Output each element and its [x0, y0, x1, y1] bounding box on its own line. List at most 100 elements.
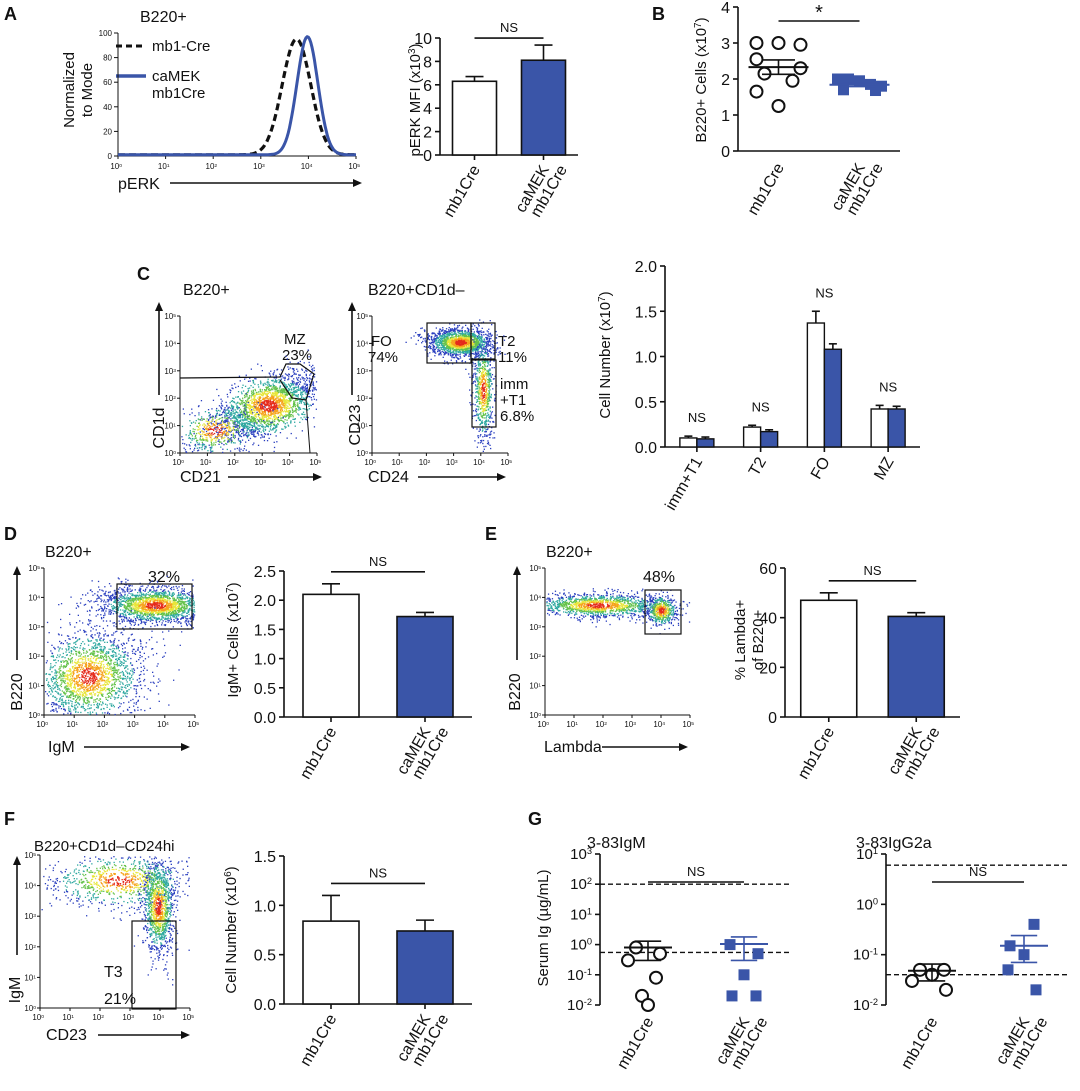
c1-main-event [250, 385, 251, 386]
e2-bar-1 [888, 616, 944, 717]
c1-main-event [315, 389, 316, 390]
c1-tail-event [209, 429, 210, 430]
c1-tail-event [226, 414, 227, 415]
c2-fo-event [474, 337, 475, 338]
c2-imm-event [484, 431, 485, 432]
c2-imm-event [474, 440, 475, 441]
c1-main-event [258, 391, 259, 392]
c2-fo-event [443, 352, 444, 353]
c1-tail-event [231, 413, 232, 414]
c1-main-event [250, 380, 251, 381]
c1-main-event [216, 408, 217, 409]
c1-main-event [253, 382, 254, 383]
e2-y-tick-label-2: 40 [759, 611, 777, 628]
c1-main-event [257, 431, 258, 432]
c1-tail-event [240, 421, 241, 422]
c1-main-event [299, 408, 300, 409]
c1-main-event [300, 361, 301, 362]
c1-main-event [239, 376, 240, 377]
c1-main-event [292, 408, 293, 409]
c1-main-event [295, 400, 296, 401]
c2-imm-event [475, 355, 476, 356]
c1-tail-event [233, 429, 234, 430]
c3-y-tick-label-3: 1.5 [635, 304, 657, 321]
c1-tail-event [243, 411, 244, 412]
f1-gate-name: T3 [104, 964, 123, 981]
c2-imm-event [491, 346, 492, 347]
c1-main-event [298, 382, 299, 383]
c2-gate-t2-pct: 11% [498, 349, 527, 366]
c1-main-event [224, 412, 225, 413]
c2-imm-event [469, 377, 470, 378]
g2-y-tick-label-3: 101 [856, 846, 878, 863]
c2-fo-event [448, 338, 449, 339]
c1-main-event [285, 378, 286, 379]
c1-main-event [269, 431, 270, 432]
c1-tail-event [207, 440, 208, 441]
c1-main-event [257, 398, 258, 399]
c1-main-event [242, 385, 243, 386]
c1-tail-event [238, 414, 239, 415]
g2-y-tick-label-3-exp: 1 [873, 846, 878, 856]
c2-imm-event [476, 411, 477, 412]
c1-main-event [279, 415, 280, 416]
c1-main-event [293, 374, 294, 375]
c1-main-event [308, 356, 309, 357]
c2-imm-event [489, 437, 490, 438]
c1-main-event [304, 389, 305, 390]
c2-fo-event [457, 325, 458, 326]
d2-y-tick-label-1: 0.5 [254, 681, 276, 698]
c1-main-event [226, 420, 227, 421]
c1-tail-event [233, 421, 234, 422]
c2-fo-event [467, 332, 468, 333]
c2-fo-event [504, 354, 505, 355]
c2-imm-event [490, 411, 491, 412]
c2-imm-event [482, 355, 483, 356]
c1-tail-event [233, 428, 234, 429]
c1-main-event [264, 440, 265, 441]
d1-x-arrowhead [181, 743, 190, 751]
c1-main-event [262, 395, 263, 396]
c2-fo-event [500, 353, 501, 354]
c1-tail-event [257, 428, 258, 429]
c1-main-event [261, 365, 262, 366]
c1-main-event [280, 420, 281, 421]
c2-fo-event [429, 345, 430, 346]
c1-main-event [265, 384, 266, 385]
c1-tail-event [214, 438, 215, 439]
d2-y-tick-label-0: 0.0 [254, 710, 276, 727]
c1-main-event [297, 380, 298, 381]
c1-main-event [228, 410, 229, 411]
c2-fo-event [451, 329, 452, 330]
c2-imm-event [487, 350, 488, 351]
c1-main-event [252, 417, 253, 418]
c1-main-event [270, 428, 271, 429]
c1-main-event [269, 420, 270, 421]
c1-tail-event [237, 419, 238, 420]
c1-main-event [298, 396, 299, 397]
c1-main-event [283, 392, 284, 393]
c1-tail-event [212, 426, 213, 427]
c1-tail-event [210, 437, 211, 438]
c1-tail-event [277, 408, 278, 409]
c2-imm-event [486, 343, 487, 344]
c2-fo-event [453, 341, 454, 342]
c1-main-event [270, 371, 271, 372]
c1-main-event [288, 408, 289, 409]
c1-x-tick-label-4: 104 [282, 458, 294, 467]
c2-fo-event [477, 352, 478, 353]
c1-main-event [313, 387, 314, 388]
c2-imm-event [478, 437, 479, 438]
c2-fo-event [482, 342, 483, 343]
c1-tail-event [197, 440, 198, 441]
c1-tail-event [199, 444, 200, 445]
c1-tail-event [216, 431, 217, 432]
c1-x-tick-label-1: 101 [200, 458, 212, 467]
c1-tail-event [233, 435, 234, 436]
c1-main-event [291, 433, 292, 434]
c1-main-event [278, 382, 279, 383]
c1-tail-event [207, 439, 208, 440]
a1-xlabel: pERK [118, 176, 160, 193]
c1-tail-event [195, 422, 196, 423]
c1-tail-event [198, 419, 199, 420]
